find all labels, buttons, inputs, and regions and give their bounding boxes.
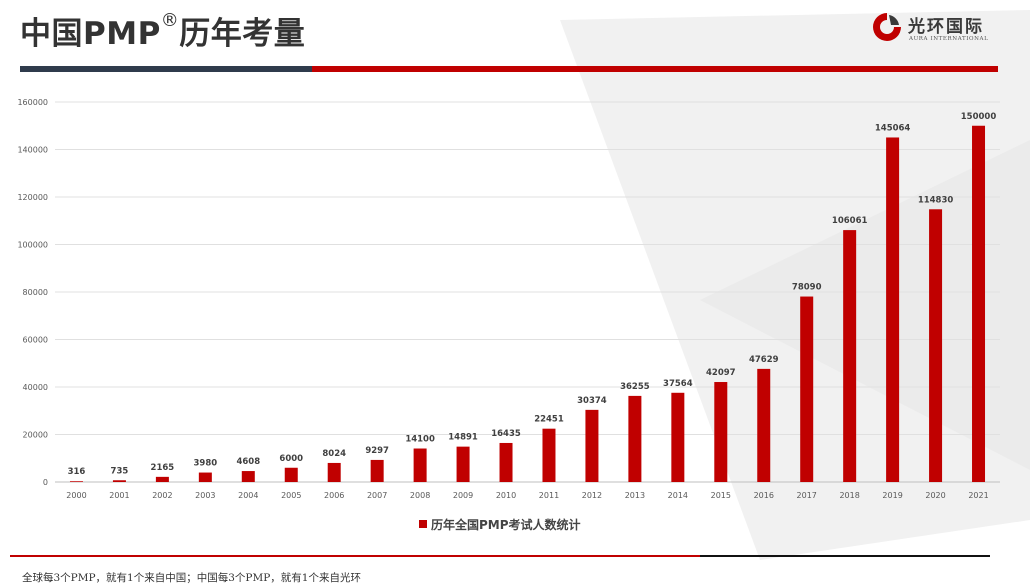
x-tick-label: 2018 — [839, 491, 859, 500]
legend-label: 历年全国PMP考试人数统计 — [431, 518, 581, 532]
bar-chart: 0 20000 40000 60000 80000 100000 120000 140000 1… — [17, 98, 1000, 500]
bar-2004 — [241, 471, 255, 482]
data-label: 37564 — [663, 379, 693, 389]
y-tick-label: 140000 — [17, 146, 48, 155]
data-label: 735 — [111, 466, 129, 476]
legend-swatch — [419, 520, 427, 528]
data-label: 42097 — [706, 368, 736, 378]
bar-2011 — [542, 428, 556, 482]
data-label: 145064 — [875, 123, 911, 133]
data-label: 16435 — [491, 429, 521, 439]
bar-2010 — [499, 442, 513, 482]
y-tick-label: 0 — [43, 478, 48, 487]
y-tick-label: 40000 — [23, 383, 48, 392]
x-tick-label: 2013 — [625, 491, 645, 500]
x-tick-label: 2011 — [539, 491, 559, 500]
data-label: 47629 — [749, 355, 779, 365]
data-label: 30374 — [577, 396, 607, 406]
footer-divider-black — [700, 555, 990, 557]
page-title: 中国PMP®历年考量 — [20, 10, 306, 52]
header-divider-red — [312, 66, 998, 72]
x-tick-label: 2008 — [410, 491, 430, 500]
x-tick-label: 2017 — [797, 491, 817, 500]
y-tick-label: 100000 — [17, 241, 48, 250]
brand-subtitle: AURA INTERNATIONAL — [909, 36, 989, 42]
bar-2009 — [456, 446, 470, 482]
bar-2006 — [327, 462, 341, 482]
x-tick-label: 2012 — [582, 491, 602, 500]
y-tick-label: 80000 — [23, 288, 48, 297]
y-tick-label: 160000 — [17, 98, 48, 107]
bar-2007 — [370, 459, 384, 482]
data-label: 114830 — [918, 195, 954, 205]
bar-2016 — [757, 368, 771, 482]
x-tick-label: 2004 — [238, 491, 258, 500]
x-tick-label: 2021 — [968, 491, 988, 500]
data-label: 36255 — [620, 382, 650, 392]
bar-2002 — [155, 476, 169, 482]
data-label: 106061 — [832, 216, 868, 226]
x-tick-label: 2014 — [668, 491, 688, 500]
bar-2008 — [413, 448, 427, 482]
x-tick-label: 2015 — [711, 491, 731, 500]
bar-2003 — [198, 472, 212, 482]
x-tick-label: 2001 — [109, 491, 129, 500]
bar-2014 — [671, 392, 685, 482]
registered-mark: ® — [160, 10, 180, 31]
x-tick-label: 2002 — [152, 491, 172, 500]
brand-name: 光环国际 — [908, 17, 984, 37]
data-label: 3980 — [194, 459, 218, 469]
aura-logo-icon — [873, 13, 901, 41]
data-label: 78090 — [792, 283, 822, 293]
data-label: 150000 — [961, 112, 997, 122]
data-label: 9297 — [365, 446, 389, 456]
x-tick-label: 2020 — [925, 491, 945, 500]
data-label: 2165 — [151, 463, 175, 473]
bar-2001 — [112, 480, 126, 482]
bar-2020 — [929, 209, 943, 482]
footer-note: 全球每3个PMP，就有1个来自中国；中国每3个PMP，就有1个来自光环 — [22, 572, 361, 584]
bar-2017 — [800, 296, 814, 482]
data-label: 316 — [68, 467, 86, 477]
bar-2013 — [628, 395, 642, 482]
x-tick-label: 2000 — [66, 491, 86, 500]
header-divider-dark — [20, 66, 312, 72]
data-label: 22451 — [534, 415, 564, 425]
x-tick-label: 2007 — [367, 491, 387, 500]
bar-2000 — [69, 481, 83, 482]
x-tick-label: 2009 — [453, 491, 473, 500]
y-tick-label: 60000 — [23, 336, 48, 345]
bar-2021 — [972, 125, 986, 482]
chart-legend: 历年全国PMP考试人数统计 — [419, 516, 581, 533]
bar-2015 — [714, 382, 728, 482]
bar-2012 — [585, 409, 599, 482]
data-label: 6000 — [279, 454, 303, 464]
footer-divider-red — [10, 555, 700, 557]
bar-2005 — [284, 467, 298, 482]
x-tick-label: 2019 — [882, 491, 902, 500]
x-tick-label: 2016 — [754, 491, 774, 500]
x-tick-label: 2006 — [324, 491, 344, 500]
data-label: 4608 — [236, 457, 260, 467]
x-tick-label: 2005 — [281, 491, 301, 500]
y-tick-label: 120000 — [17, 193, 48, 202]
brand-logo: 光环国际 AURA INTERNATIONAL — [870, 8, 1010, 52]
x-tick-label: 2010 — [496, 491, 516, 500]
data-label: 8024 — [322, 449, 346, 459]
y-tick-label: 20000 — [23, 431, 48, 440]
x-tick-label: 2003 — [195, 491, 215, 500]
data-label: 14100 — [405, 435, 435, 445]
data-label: 14891 — [448, 433, 478, 443]
bar-2019 — [886, 137, 900, 482]
bar-2018 — [843, 230, 857, 482]
